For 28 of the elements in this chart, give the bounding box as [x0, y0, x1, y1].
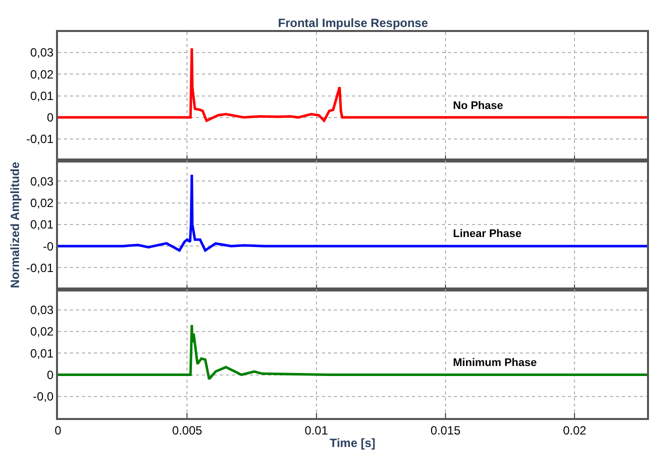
line-series: [58, 324, 647, 380]
y-tick-label: 0,02: [30, 67, 54, 82]
y-tick-label: -0: [42, 239, 54, 254]
y-tick-label: 0,02: [30, 196, 54, 210]
line-series: [58, 173, 647, 252]
series-label: Minimum Phase: [453, 357, 537, 369]
y-tick-label: -0,0: [32, 390, 54, 404]
x-tick-label: 0.02: [562, 423, 587, 438]
line-series: [58, 46, 647, 122]
y-tick-label: 0,01: [30, 218, 54, 232]
y-tick-label: 0,03: [30, 174, 54, 188]
x-tick-label: 0.005: [172, 423, 203, 438]
y-tick-label: 0,03: [30, 303, 54, 318]
y-tick-label: -0,01: [26, 132, 54, 146]
y-tick-label: 0,03: [30, 46, 54, 60]
y-tick-label: -0,01: [26, 260, 54, 275]
x-tick-label: 0.015: [430, 423, 461, 438]
x-tick-label: 0.01: [304, 423, 328, 438]
y-axis-title: Normalized Amplitude: [8, 162, 22, 288]
y-tick-label: 0,01: [30, 346, 54, 360]
y-tick-label: 0,02: [30, 324, 54, 339]
series-label: Linear Phase: [453, 228, 522, 240]
series-label: No Phase: [453, 100, 504, 112]
chart-title: Frontal Impulse Response: [278, 16, 428, 30]
y-tick-label: 0,01: [30, 88, 54, 103]
y-tick-label: 0: [46, 368, 54, 382]
x-axis-title: Time [s]: [330, 436, 376, 450]
y-tick-label: 0: [46, 110, 54, 125]
